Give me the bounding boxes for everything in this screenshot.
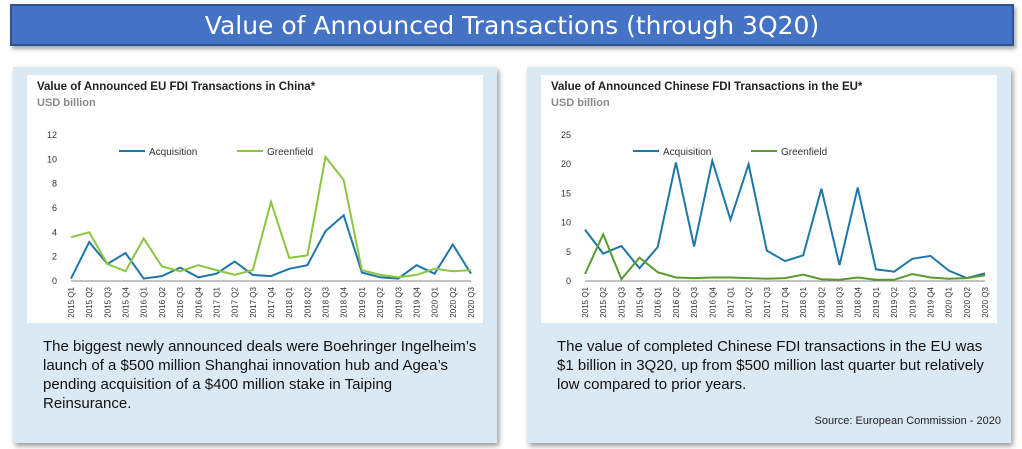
x-tick-label: 2018 Q2 <box>303 286 312 317</box>
china-in-eu-chart-svg: 0 5 10 15 20 25 2015 Q1 2015 Q2 2015 Q3 2015 Q4 20… <box>561 130 990 318</box>
x-tick-label: 2017 Q3 <box>249 286 258 317</box>
x-tick-label: 2020 Q3 <box>467 286 476 317</box>
x-tick-label: 2015 Q4 <box>636 286 645 317</box>
y-tick-label: 0 <box>52 276 57 286</box>
x-tick-label: 2020 Q3 <box>981 286 990 317</box>
x-tick-label: 2017 Q2 <box>745 286 754 317</box>
y-tick-label: 5 <box>566 247 571 257</box>
left-panel: 0 2 4 6 8 10 12 2015 Q1 2015 Q2 2015 Q3 2015 Q4 201… <box>13 67 497 443</box>
x-tick-label: 2017 Q2 <box>231 286 240 317</box>
y-tick-label: 25 <box>561 130 571 140</box>
x-tick-label: 2017 Q4 <box>781 286 790 317</box>
x-tick-label: 2016 Q3 <box>176 286 185 317</box>
eu-in-china-chart-svg: 0 2 4 6 8 10 12 2015 Q1 2015 Q2 2015 Q3 2015 Q4 201… <box>47 130 476 318</box>
y-tick-label: 2 <box>52 252 57 262</box>
y-tick-label: 15 <box>561 188 571 198</box>
chart-title: Value of Announced Chinese FDI Transacti… <box>551 81 863 93</box>
x-tick-label: 2015 Q1 <box>67 286 76 317</box>
legend-label-greenfield: Greenfield <box>267 147 313 158</box>
x-tick-label: 2019 Q3 <box>394 286 403 317</box>
x-tick-label: 2015 Q4 <box>122 286 131 317</box>
y-tick-label: 6 <box>52 203 57 213</box>
right-caption: The value of completed Chinese FDI trans… <box>557 338 984 393</box>
x-tick-label: 2019 Q1 <box>872 286 881 317</box>
y-tick-label: 20 <box>561 159 571 169</box>
x-tick-label: 2015 Q2 <box>599 286 608 317</box>
x-tick-label: 2015 Q2 <box>85 286 94 317</box>
y-tick-label: 12 <box>47 130 57 140</box>
x-tick-label: 2018 Q3 <box>836 286 845 317</box>
x-tick-label: 2020 Q1 <box>945 286 954 317</box>
x-tick-label: 2015 Q3 <box>617 286 626 317</box>
series-line-acquisition <box>70 213 472 280</box>
eu-in-china-chart: 0 2 4 6 8 10 12 2015 Q1 2015 Q2 2015 Q3 2015 Q4 201… <box>27 75 483 323</box>
y-tick-label: 0 <box>566 276 571 286</box>
x-tick-label: 2016 Q4 <box>708 286 717 317</box>
x-tick-label: 2015 Q3 <box>103 286 112 317</box>
x-tick-label: 2018 Q2 <box>817 286 826 317</box>
y-tick-label: 8 <box>52 179 57 189</box>
x-tick-label: 2019 Q4 <box>926 286 935 317</box>
left-caption: The biggest newly announced deals were B… <box>43 338 477 412</box>
x-tick-label: 2016 Q4 <box>194 286 203 317</box>
x-tick-label: 2017 Q4 <box>267 286 276 317</box>
series-line-greenfield <box>70 154 472 279</box>
x-tick-label: 2020 Q2 <box>963 286 972 317</box>
y-tick-label: 10 <box>561 218 571 228</box>
x-tick-label: 2019 Q4 <box>412 286 421 317</box>
chart-unit-label: USD billion <box>551 97 610 109</box>
x-tick-label: 2016 Q2 <box>672 286 681 317</box>
x-tick-label: 2015 Q1 <box>581 286 590 317</box>
x-tick-label: 2016 Q1 <box>140 286 149 317</box>
legend-label-greenfield: Greenfield <box>781 147 827 158</box>
x-tick-label: 2019 Q1 <box>358 286 367 317</box>
legend-label-acquisition: Acquisition <box>663 147 711 158</box>
header-title-bar: Value of Announced Transactions (through… <box>10 4 1014 46</box>
x-tick-label: 2019 Q3 <box>908 286 917 317</box>
x-tick-label: 2018 Q4 <box>340 286 349 317</box>
series-line-acquisition <box>584 156 986 280</box>
source-note: Source: European Commission - 2020 <box>814 415 1001 427</box>
chart-title: Value of Announced EU FDI Transactions i… <box>37 81 316 93</box>
legend-label-acquisition: Acquisition <box>149 147 197 158</box>
x-tick-label: 2017 Q1 <box>726 286 735 317</box>
x-tick-label: 2020 Q2 <box>449 286 458 317</box>
right-panel: 0 5 10 15 20 25 2015 Q1 2015 Q2 2015 Q3 2015 Q4 20… <box>527 67 1011 443</box>
page-title: Value of Announced Transactions (through… <box>204 10 820 40</box>
x-tick-label: 2018 Q4 <box>854 286 863 317</box>
x-tick-label: 2019 Q2 <box>890 286 899 317</box>
x-tick-label: 2020 Q1 <box>431 286 440 317</box>
x-tick-label: 2017 Q3 <box>763 286 772 317</box>
x-tick-label: 2018 Q1 <box>799 286 808 317</box>
x-tick-label: 2019 Q2 <box>376 286 385 317</box>
china-in-eu-chart: 0 5 10 15 20 25 2015 Q1 2015 Q2 2015 Q3 2015 Q4 20… <box>541 75 997 323</box>
x-tick-label: 2016 Q3 <box>690 286 699 317</box>
x-tick-label: 2017 Q1 <box>212 286 221 317</box>
x-tick-label: 2016 Q1 <box>654 286 663 317</box>
series-line-greenfield <box>584 231 986 282</box>
y-tick-label: 4 <box>52 227 57 237</box>
y-tick-label: 10 <box>47 154 57 164</box>
x-tick-label: 2018 Q3 <box>322 286 331 317</box>
chart-unit-label: USD billion <box>37 97 96 109</box>
x-tick-label: 2018 Q1 <box>285 286 294 317</box>
x-tick-label: 2016 Q2 <box>158 286 167 317</box>
